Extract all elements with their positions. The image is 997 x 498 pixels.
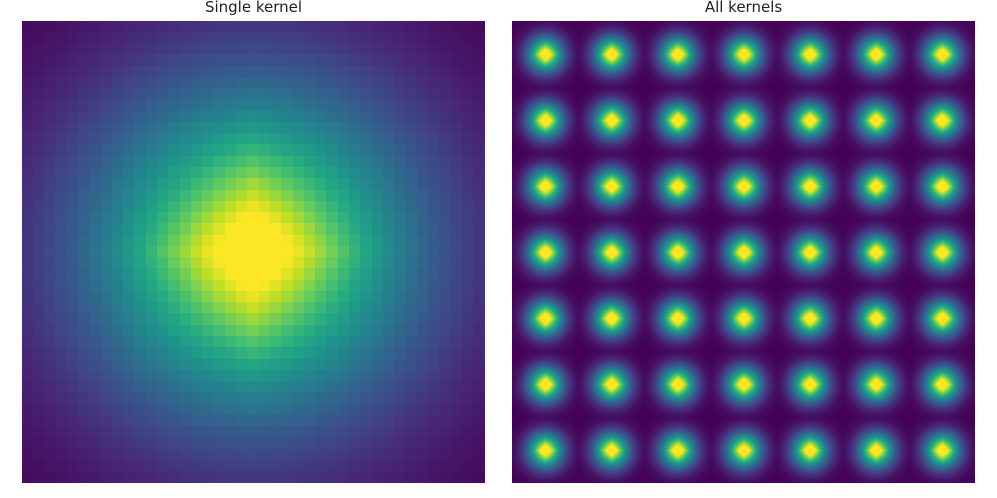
- single-kernel-heatmap: [22, 21, 485, 483]
- all-kernels-heatmap: [512, 21, 975, 483]
- single-kernel-title: Single kernel: [204, 0, 303, 16]
- all-kernels-title: All kernels: [704, 0, 783, 16]
